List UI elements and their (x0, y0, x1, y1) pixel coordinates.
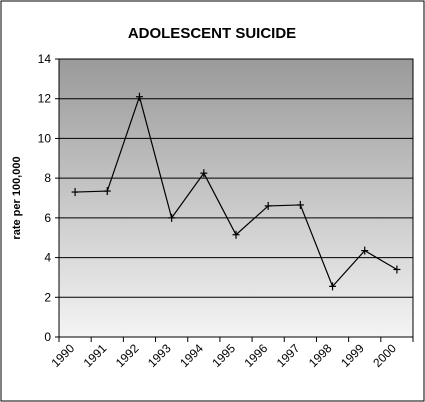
data-point (103, 187, 111, 196)
data-point (264, 201, 272, 210)
data-point (296, 200, 304, 209)
plot-area (58, 58, 414, 338)
data-point (135, 92, 143, 101)
y-axis: 0 2 4 6 8 10 12 14 (38, 52, 60, 344)
grid-lines (59, 58, 413, 298)
data-point (232, 230, 240, 239)
y-tick-label: 10 (38, 131, 52, 145)
series-group (71, 92, 401, 291)
data-point (200, 169, 208, 178)
data-point (329, 282, 337, 291)
y-tick-label: 2 (44, 290, 51, 304)
y-tick-label: 12 (38, 92, 52, 106)
data-point (361, 246, 369, 255)
data-point (71, 188, 79, 197)
chart-title: ADOLESCENT SUICIDE (128, 25, 296, 42)
y-axis-label: rate per 100,000 (11, 156, 23, 239)
data-point (393, 265, 401, 274)
y-tick-label: 14 (38, 52, 52, 66)
y-tick-label: 0 (44, 330, 51, 344)
y-tick-label: 4 (44, 251, 51, 265)
y-tick-label: 8 (44, 171, 51, 185)
data-point (168, 213, 176, 222)
y-tick-label: 6 (44, 211, 51, 225)
